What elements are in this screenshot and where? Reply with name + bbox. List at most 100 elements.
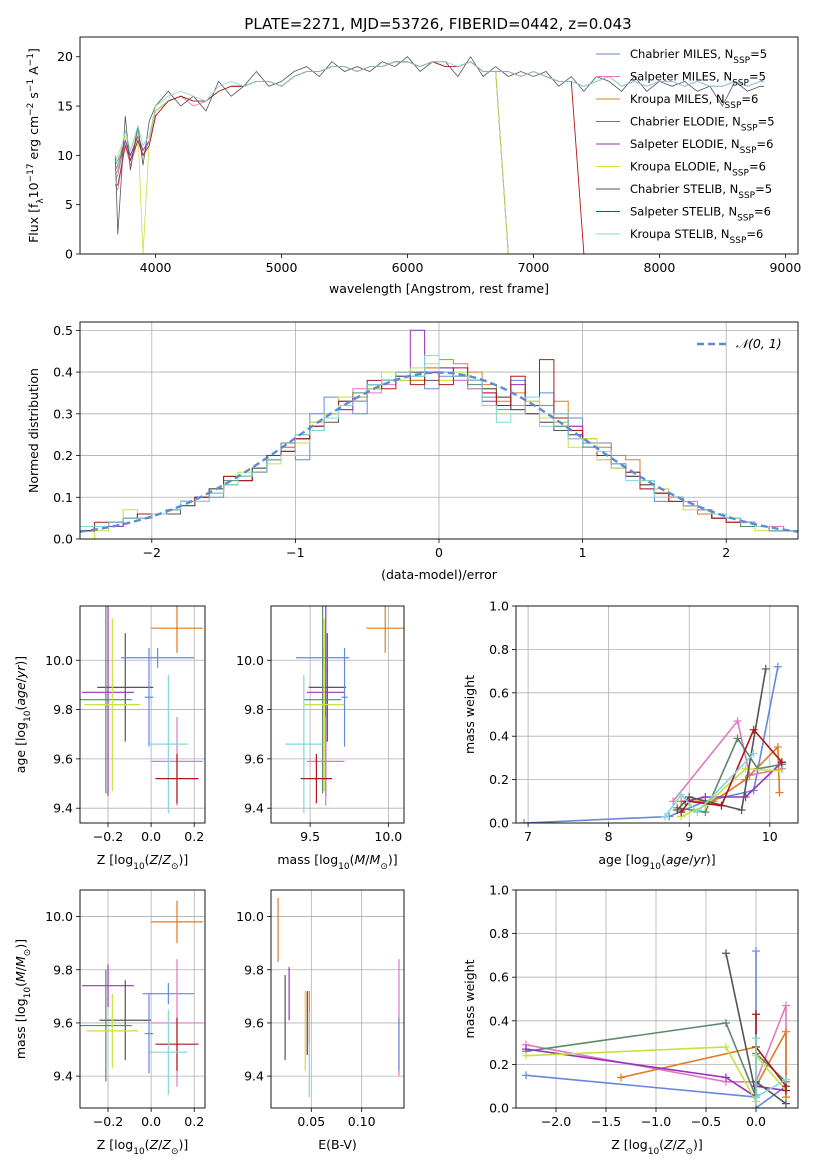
y-tick-label: 9.8: [244, 702, 264, 717]
spectrum-legend: Chabrier MILES, NSSP=5 Salpeter MILES, NS…: [596, 47, 775, 246]
weight-marker-chabrier_miles: [752, 947, 760, 956]
x-axis-label: Z [log10(Z/Z⊙)]: [97, 852, 189, 872]
weight-marker-kroupa_stelib: [661, 812, 670, 821]
legend-label-chabrier_miles: Chabrier MILES, NSSP=5: [630, 47, 767, 66]
y-tick-label: 0.8: [489, 926, 509, 941]
y-tick-label: 0.0: [489, 1101, 509, 1116]
x-tick-label: 1: [579, 545, 587, 560]
axes-frame: [515, 605, 799, 824]
histogram-kroupa_stelib: [80, 354, 798, 539]
x-tick-label: 10.0: [374, 829, 402, 844]
legend-label-kroupa_miles: Kroupa MILES, NSSP=6: [630, 92, 758, 111]
weight-marker-kroupa_miles: [775, 788, 784, 797]
y-tick-label: 5: [65, 197, 73, 212]
panel-age_vs_mass: 9.5 10.0 9.4 9.6 9.8 10.0 mass [log10(M/M⊙)]: [236, 605, 405, 872]
x-tick-label: 4000: [140, 260, 172, 275]
weight-marker-chabrier_elodie: [733, 734, 742, 743]
weight-marker-salpeter_stelib: [777, 758, 786, 767]
weight-marker-salpeter_stelib: [752, 1010, 760, 1019]
y-tick-label: 0: [65, 247, 73, 262]
axes-frame: [270, 605, 405, 824]
weight-marker-chabrier_stelib: [782, 1099, 790, 1108]
x-tick-label: 9.5: [300, 829, 320, 844]
y-axis-label: Normed distribution: [26, 368, 41, 493]
y-tick-label: 9.6: [244, 751, 264, 766]
x-tick-label: 5000: [266, 260, 298, 275]
weight-marker-salpeter_elodie: [701, 792, 710, 801]
panel-age_vs_Z: −0.2 0.0 0.2 9.4 9.6 9.8 10.0 Z [log10(Z/Z⊙)] ag…: [13, 605, 206, 872]
legend-label-normal: 𝒩(0, 1): [736, 336, 782, 351]
legend-label-salpeter_elodie: Salpeter ELODIE, NSSP=6: [630, 137, 773, 156]
axes-frame: [79, 36, 799, 255]
weight-line-chabrier_miles: [525, 951, 787, 1108]
y-axis-label: mass weight: [462, 675, 477, 754]
x-tick-label: −1.5: [591, 1114, 621, 1129]
x-tick-label: 0.2: [184, 829, 204, 844]
spectrum-line-chabrier_stelib: [114, 55, 764, 235]
y-tick-label: 0.1: [53, 490, 73, 505]
weight-marker-salpeter_elodie: [722, 1073, 730, 1082]
y-tick-label: 0.0: [489, 816, 509, 831]
weight-marker-chabrier_elodie: [722, 1018, 730, 1027]
weight-marker-chabrier_stelib: [673, 805, 682, 814]
x-tick-label: −0.2: [93, 829, 123, 844]
weight-marker-chabrier_miles: [522, 1071, 530, 1080]
x-axis-label: E(B-V): [318, 1137, 357, 1152]
x-tick-label: 0.0: [746, 1114, 766, 1129]
histogram-salpeter_stelib: [80, 359, 798, 539]
y-tick-label: 0.4: [489, 729, 509, 744]
y-tick-label: 1.0: [489, 599, 509, 614]
plot-area-age_vs_mass: [285, 606, 404, 814]
y-tick-label: 0.6: [489, 685, 509, 700]
y-tick-label: 20: [57, 49, 73, 64]
y-tick-label: 0.2: [489, 772, 509, 787]
x-axis-label: mass [log10(M/M⊙)]: [277, 852, 397, 872]
y-tick-label: 10.0: [45, 909, 73, 924]
y-tick-label: 0.3: [53, 406, 73, 421]
spectrum-line-kroupa_stelib: [114, 61, 764, 166]
axes-frame: [79, 889, 206, 1109]
y-tick-label: 9.6: [244, 1015, 264, 1030]
x-tick-label: 0: [435, 545, 443, 560]
x-tick-label: 9000: [769, 260, 801, 275]
weight-marker-salpeter_miles: [782, 1001, 790, 1010]
x-tick-label: −0.2: [93, 1114, 123, 1129]
weight-marker-kroupa_stelib: [693, 808, 702, 817]
legend-label-salpeter_stelib: Salpeter STELIB, NSSP=6: [630, 205, 771, 224]
weight-marker-salpeter_stelib: [782, 1086, 790, 1095]
weight-marker-kroupa_miles: [617, 1073, 625, 1082]
plot-area-residuals: [80, 329, 798, 539]
y-tick-label: 0.6: [489, 970, 509, 985]
x-axis-label: wavelength [Angstrom, rest frame]: [329, 281, 549, 296]
y-tick-label: 9.4: [53, 801, 73, 816]
weight-marker-chabrier_stelib: [761, 664, 770, 673]
x-tick-label: −2.0: [541, 1114, 571, 1129]
weight-line-kroupa_elodie: [680, 767, 780, 818]
x-tick-label: 2: [722, 545, 730, 560]
y-axis-label: Flux [fλ10−17 erg cm−2 s−1 A−1]: [26, 48, 46, 243]
y-axis-label: age [log10(age/yr)]: [13, 656, 33, 773]
legend-label-kroupa_elodie: Kroupa ELODIE, NSSP=6: [630, 160, 766, 179]
y-tick-label: 0.2: [53, 448, 73, 463]
x-tick-label: 0.0: [141, 1114, 161, 1129]
plot-area-spectrum: [114, 55, 764, 254]
weight-marker-kroupa_elodie: [775, 766, 784, 775]
plot-area-age_vs_Z: [80, 606, 203, 814]
y-tick-label: 9.8: [53, 962, 73, 977]
x-tick-label: 9: [685, 829, 693, 844]
weight-marker-kroupa_elodie: [522, 1051, 530, 1060]
x-axis-label: Z [log10(Z/Z⊙)]: [97, 1137, 189, 1157]
y-tick-label: 0.8: [489, 642, 509, 657]
panel-spectrum: 4000 5000 6000 7000 8000 9000 0 5 10 15 20 Chabrier…: [26, 36, 801, 296]
panel-massweight_vs_age: 7 8 9 10 0.0 0.2 0.4 0.6 0.8 1.0 age [log10(age/yr…: [462, 599, 799, 872]
x-tick-label: 0.05: [297, 1114, 325, 1129]
weight-marker-salpeter_stelib: [717, 801, 726, 810]
x-tick-label: −0.5: [691, 1114, 721, 1129]
y-tick-label: 9.6: [53, 1015, 73, 1030]
x-tick-label: 8: [605, 829, 613, 844]
y-tick-label: 9.6: [53, 751, 73, 766]
weight-marker-chabrier_stelib: [737, 805, 746, 814]
plot-area-mass_vs_Z: [80, 900, 203, 1095]
weight-marker-chabrier_miles: [520, 819, 529, 823]
